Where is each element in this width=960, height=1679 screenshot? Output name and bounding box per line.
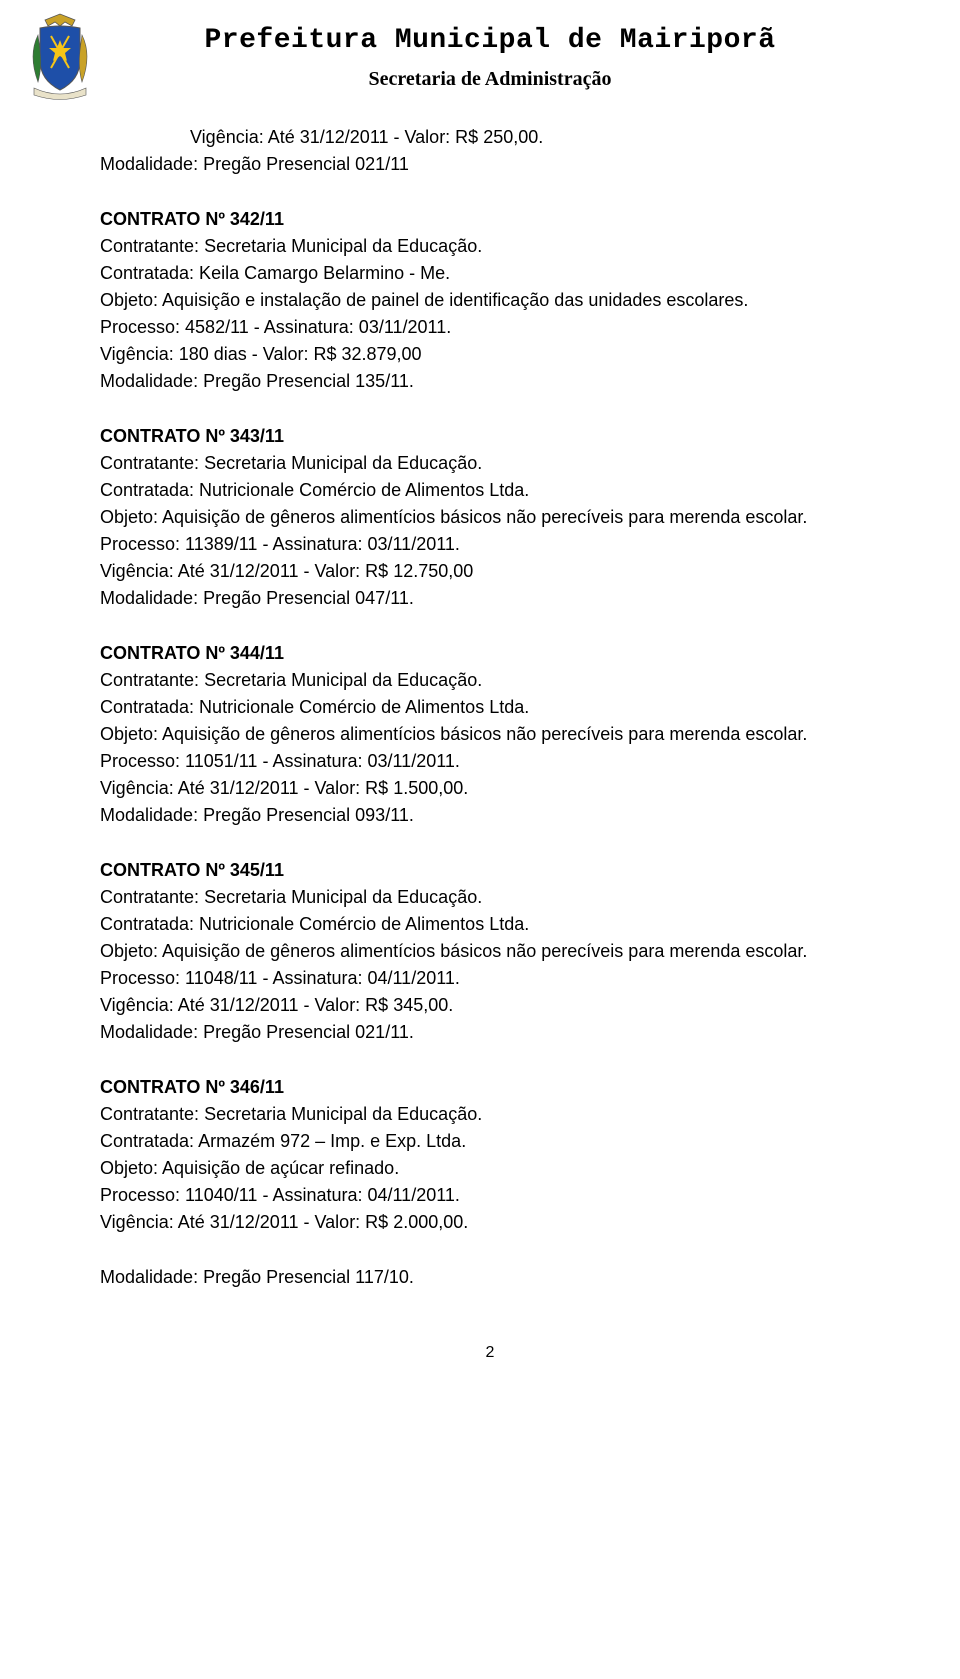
contract-objeto: Objeto: Aquisição de gêneros alimentício… <box>100 721 880 748</box>
contract-number: CONTRATO Nº 345/11 <box>100 857 880 884</box>
document-page: Prefeitura Municipal de Mairiporã Secret… <box>0 0 960 1405</box>
contract-objeto: Objeto: Aquisição de gêneros alimentício… <box>100 938 880 965</box>
contract-objeto: Objeto: Aquisição de gêneros alimentício… <box>100 504 880 531</box>
contract-contratada: Contratada: Nutricionale Comércio de Ali… <box>100 694 880 721</box>
header-title: Prefeitura Municipal de Mairiporã <box>100 20 880 62</box>
contract-vigencia: Vigência: Até 31/12/2011 - Valor: R$ 1.5… <box>100 775 880 802</box>
contract-processo: Processo: 11040/11 - Assinatura: 04/11/2… <box>100 1182 880 1209</box>
contract-vigencia: Vigência: 180 dias - Valor: R$ 32.879,00 <box>100 341 880 368</box>
contract-modalidade: Modalidade: Pregão Presencial 135/11. <box>100 368 880 395</box>
contract-contratante: Contratante: Secretaria Municipal da Edu… <box>100 1101 880 1128</box>
contract-processo: Processo: 11048/11 - Assinatura: 04/11/2… <box>100 965 880 992</box>
contract-objeto: Objeto: Aquisição de açúcar refinado. <box>100 1155 880 1182</box>
contract-block: CONTRATO Nº 342/11 Contratante: Secretar… <box>100 206 880 395</box>
contract-modalidade: Modalidade: Pregão Presencial 093/11. <box>100 802 880 829</box>
contract-contratante: Contratante: Secretaria Municipal da Edu… <box>100 884 880 911</box>
contract-contratada: Contratada: Nutricionale Comércio de Ali… <box>100 911 880 938</box>
contract-objeto: Objeto: Aquisição e instalação de painel… <box>100 287 880 314</box>
contract-contratante: Contratante: Secretaria Municipal da Edu… <box>100 233 880 260</box>
contract-block: CONTRATO Nº 344/11 Contratante: Secretar… <box>100 640 880 829</box>
contract-block: CONTRATO Nº 345/11 Contratante: Secretar… <box>100 857 880 1046</box>
contract-processo: Processo: 11389/11 - Assinatura: 03/11/2… <box>100 531 880 558</box>
contract-block: CONTRATO Nº 346/11 Contratante: Secretar… <box>100 1074 880 1236</box>
top-modalidade: Modalidade: Pregão Presencial 021/11 <box>100 151 880 178</box>
contract-vigencia: Vigência: Até 31/12/2011 - Valor: R$ 345… <box>100 992 880 1019</box>
contract-contratada: Contratada: Keila Camargo Belarmino - Me… <box>100 260 880 287</box>
contract-number: CONTRATO Nº 343/11 <box>100 423 880 450</box>
contract-processo: Processo: 11051/11 - Assinatura: 03/11/2… <box>100 748 880 775</box>
contract-modalidade: Modalidade: Pregão Presencial 047/11. <box>100 585 880 612</box>
contract-contratada: Contratada: Nutricionale Comércio de Ali… <box>100 477 880 504</box>
contract-contratante: Contratante: Secretaria Municipal da Edu… <box>100 450 880 477</box>
contract-vigencia: Vigência: Até 31/12/2011 - Valor: R$ 2.0… <box>100 1209 880 1236</box>
top-vigencia: Vigência: Até 31/12/2011 - Valor: R$ 250… <box>100 124 880 151</box>
contract-modalidade: Modalidade: Pregão Presencial 021/11. <box>100 1019 880 1046</box>
contract-number: CONTRATO Nº 344/11 <box>100 640 880 667</box>
header-subtitle: Secretaria de Administração <box>100 64 880 94</box>
contract-vigencia: Vigência: Até 31/12/2011 - Valor: R$ 12.… <box>100 558 880 585</box>
contract-processo: Processo: 4582/11 - Assinatura: 03/11/20… <box>100 314 880 341</box>
contract-number: CONTRATO Nº 346/11 <box>100 1074 880 1101</box>
contract-number: CONTRATO Nº 342/11 <box>100 206 880 233</box>
page-number: 2 <box>100 1341 880 1365</box>
contract-contratante: Contratante: Secretaria Municipal da Edu… <box>100 667 880 694</box>
municipal-crest-icon <box>20 10 100 100</box>
contract-block: CONTRATO Nº 343/11 Contratante: Secretar… <box>100 423 880 612</box>
trailing-modalidade-block: Modalidade: Pregão Presencial 117/10. <box>100 1264 880 1291</box>
contract-contratada: Contratada: Armazém 972 – Imp. e Exp. Lt… <box>100 1128 880 1155</box>
top-block: Vigência: Até 31/12/2011 - Valor: R$ 250… <box>100 124 880 178</box>
trailing-modalidade: Modalidade: Pregão Presencial 117/10. <box>100 1264 880 1291</box>
